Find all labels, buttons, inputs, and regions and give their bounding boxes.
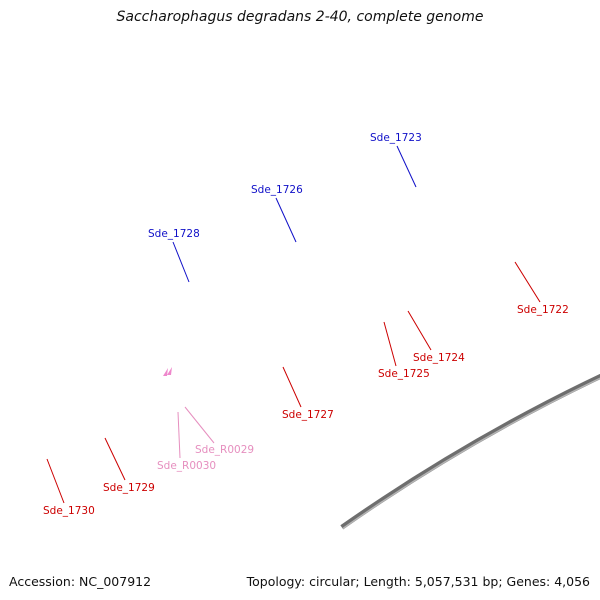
backbone-highlight <box>342 377 600 530</box>
leader-line <box>177 411 181 459</box>
gene-label: Sde_1723 <box>370 132 422 144</box>
trna-arrow <box>163 368 168 376</box>
leader-line <box>172 241 190 283</box>
gene-features <box>163 367 172 376</box>
leader-line <box>282 366 302 408</box>
gene-label: Sde_R0030 <box>157 460 216 472</box>
gene-label: Sde_1722 <box>517 304 569 316</box>
leader-line <box>275 197 297 243</box>
genome-title: Saccharophagus degradans 2-40, complete … <box>116 9 484 25</box>
genome-backbone <box>340 373 600 530</box>
trna-arrow <box>167 367 172 375</box>
leader-line <box>184 406 215 444</box>
leader-line <box>383 321 397 367</box>
leader-line <box>407 310 432 351</box>
gene-label: Sde_1730 <box>43 505 95 517</box>
leader-line <box>396 145 417 188</box>
gene-label: Sde_1727 <box>282 409 334 421</box>
gene-label: Sde_1729 <box>103 482 155 494</box>
accession-text: Accession: NC_007912 <box>9 574 152 589</box>
leader-line <box>46 458 65 504</box>
backbone-line <box>340 373 600 530</box>
gene-label: Sde_R0029 <box>195 444 254 456</box>
label-leader-lines <box>46 145 541 504</box>
topology-text: Topology: circular; Length: 5,057,531 bp… <box>246 574 590 589</box>
leader-line <box>514 261 541 303</box>
gene-label: Sde_1724 <box>413 352 465 364</box>
gene-label: Sde_1726 <box>251 184 303 196</box>
gene-label: Sde_1728 <box>148 228 200 240</box>
gene-label: Sde_1725 <box>378 368 430 380</box>
gene-labels: Sde_1723 Sde_1726 Sde_1728 Sde_1722 Sde_1724… <box>43 132 569 517</box>
leader-line <box>104 437 126 481</box>
